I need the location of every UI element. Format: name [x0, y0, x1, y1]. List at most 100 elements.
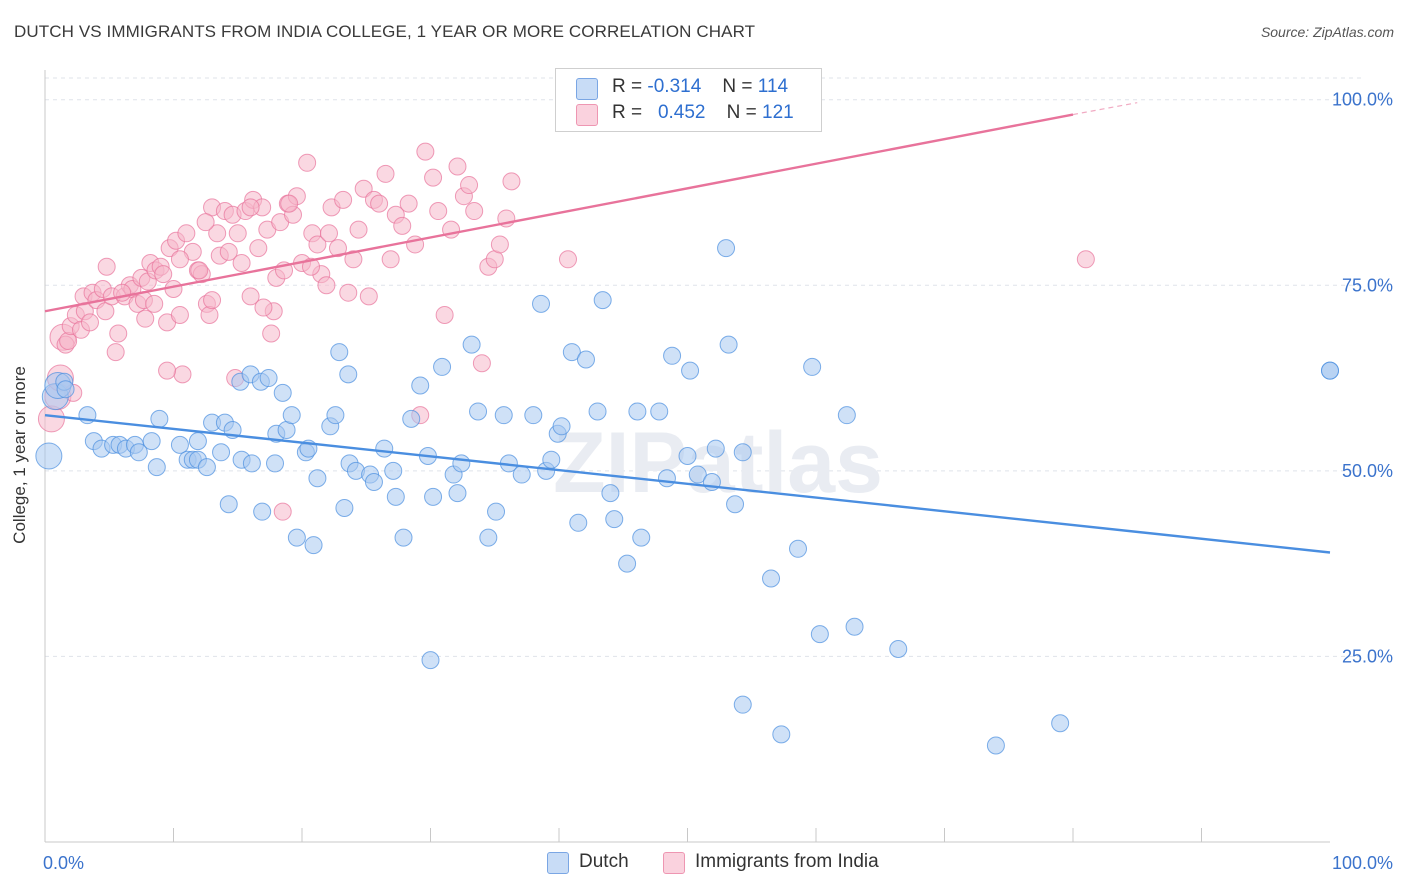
- dutch-point: [762, 569, 781, 588]
- dutch-point: [479, 528, 498, 547]
- dutch-point: [772, 725, 791, 744]
- dutch-point: [150, 409, 169, 428]
- india-point: [472, 354, 491, 373]
- dutch-point: [628, 402, 647, 421]
- dutch-point: [494, 406, 513, 425]
- dutch-point: [433, 357, 452, 376]
- india-point: [96, 302, 115, 321]
- india-point: [349, 220, 368, 239]
- dutch-point: [304, 536, 323, 555]
- dutch-point: [469, 402, 488, 421]
- dutch-point: [219, 495, 238, 514]
- dutch-point: [650, 402, 669, 421]
- dutch-point: [188, 432, 207, 451]
- y-tick-label: 25.0%: [1342, 646, 1393, 666]
- dutch-point: [330, 343, 349, 362]
- dutch-point: [733, 443, 752, 462]
- dutch-point: [424, 487, 443, 506]
- india-point: [145, 294, 164, 313]
- india-point: [424, 168, 443, 187]
- india-point: [241, 198, 260, 217]
- y-tick-label: 75.0%: [1342, 275, 1393, 295]
- dutch-point: [326, 406, 345, 425]
- dutch-point: [142, 432, 161, 451]
- bottom-legend-label: Immigrants from India: [695, 851, 879, 872]
- bottom-swatch-dutch: [547, 852, 569, 874]
- dutch-point: [552, 417, 571, 436]
- dutch-point: [335, 498, 354, 517]
- legend-r-label: R =: [612, 102, 643, 123]
- india-point: [370, 194, 389, 213]
- dutch-point: [663, 346, 682, 365]
- india-point: [262, 324, 281, 343]
- dutch-point: [601, 484, 620, 503]
- india-point: [460, 176, 479, 195]
- dutch-point: [282, 406, 301, 425]
- india-point: [448, 157, 467, 176]
- india-point: [399, 194, 418, 213]
- dutch-point: [512, 465, 531, 484]
- dutch-point: [253, 502, 272, 521]
- india-point: [154, 265, 173, 284]
- india-point: [273, 502, 292, 521]
- dutch-point: [789, 539, 808, 558]
- india-point: [177, 224, 196, 243]
- dutch-point: [287, 528, 306, 547]
- india-point: [328, 239, 347, 258]
- x-tick-labels: 0.0% 100.0%: [43, 853, 1393, 873]
- india-point: [490, 235, 509, 254]
- dutch-point: [170, 435, 189, 454]
- legend-r-value: -0.314: [647, 76, 702, 97]
- y-axis-label: College, 1 year or more: [10, 366, 29, 544]
- dutch-point: [717, 239, 736, 258]
- dutch-point: [837, 406, 856, 425]
- y-tick-labels: 25.0% 50.0% 75.0% 100.0%: [1332, 90, 1393, 667]
- india-point: [298, 153, 317, 172]
- dutch-point: [56, 380, 75, 399]
- dutch-point: [147, 458, 166, 477]
- dutch-point: [411, 376, 430, 395]
- dutch-point: [129, 443, 148, 462]
- india-point: [170, 250, 189, 269]
- dutch-point: [618, 554, 637, 573]
- dutch-trend-line: [44, 413, 1331, 554]
- legend-r-label: R =: [612, 76, 643, 97]
- india-point: [435, 305, 454, 324]
- india-point: [232, 254, 251, 272]
- dutch-point: [375, 439, 394, 458]
- dutch-point: [452, 454, 471, 473]
- dutch-point: [576, 350, 595, 369]
- india-point: [249, 239, 268, 258]
- dutch-point: [1051, 714, 1070, 733]
- legend-swatch-india: [576, 104, 598, 126]
- india-trend-extension: [1072, 102, 1138, 116]
- dutch-point: [339, 365, 358, 384]
- dutch-point: [810, 625, 829, 644]
- india-point: [280, 194, 299, 213]
- grid-lines: [45, 77, 1365, 657]
- bottom-legend-label: Dutch: [579, 851, 629, 872]
- dutch-point: [681, 361, 700, 380]
- india-point: [173, 365, 192, 384]
- dutch-point: [803, 357, 822, 376]
- india-point: [558, 250, 577, 269]
- dutch-point: [986, 736, 1005, 755]
- dutch-point: [487, 502, 506, 521]
- dutch-point: [524, 406, 543, 425]
- y-tick-label: 100.0%: [1332, 90, 1393, 110]
- dutch-point: [845, 617, 864, 636]
- correlation-legend: R = -0.314 N = 114 R = 0.452 N = 121: [555, 68, 822, 132]
- dutch-point: [364, 472, 383, 491]
- dutch-point: [308, 469, 327, 488]
- dutch-point: [273, 383, 292, 402]
- dutch-point: [197, 458, 216, 477]
- india-point: [301, 257, 320, 276]
- dutch-point: [242, 454, 261, 473]
- india-trend-line: [44, 113, 1074, 313]
- india-point: [334, 190, 353, 209]
- india-point: [393, 216, 412, 235]
- india-point: [319, 224, 338, 243]
- india-point: [109, 324, 128, 343]
- india-point: [429, 202, 448, 221]
- india-point: [381, 250, 400, 269]
